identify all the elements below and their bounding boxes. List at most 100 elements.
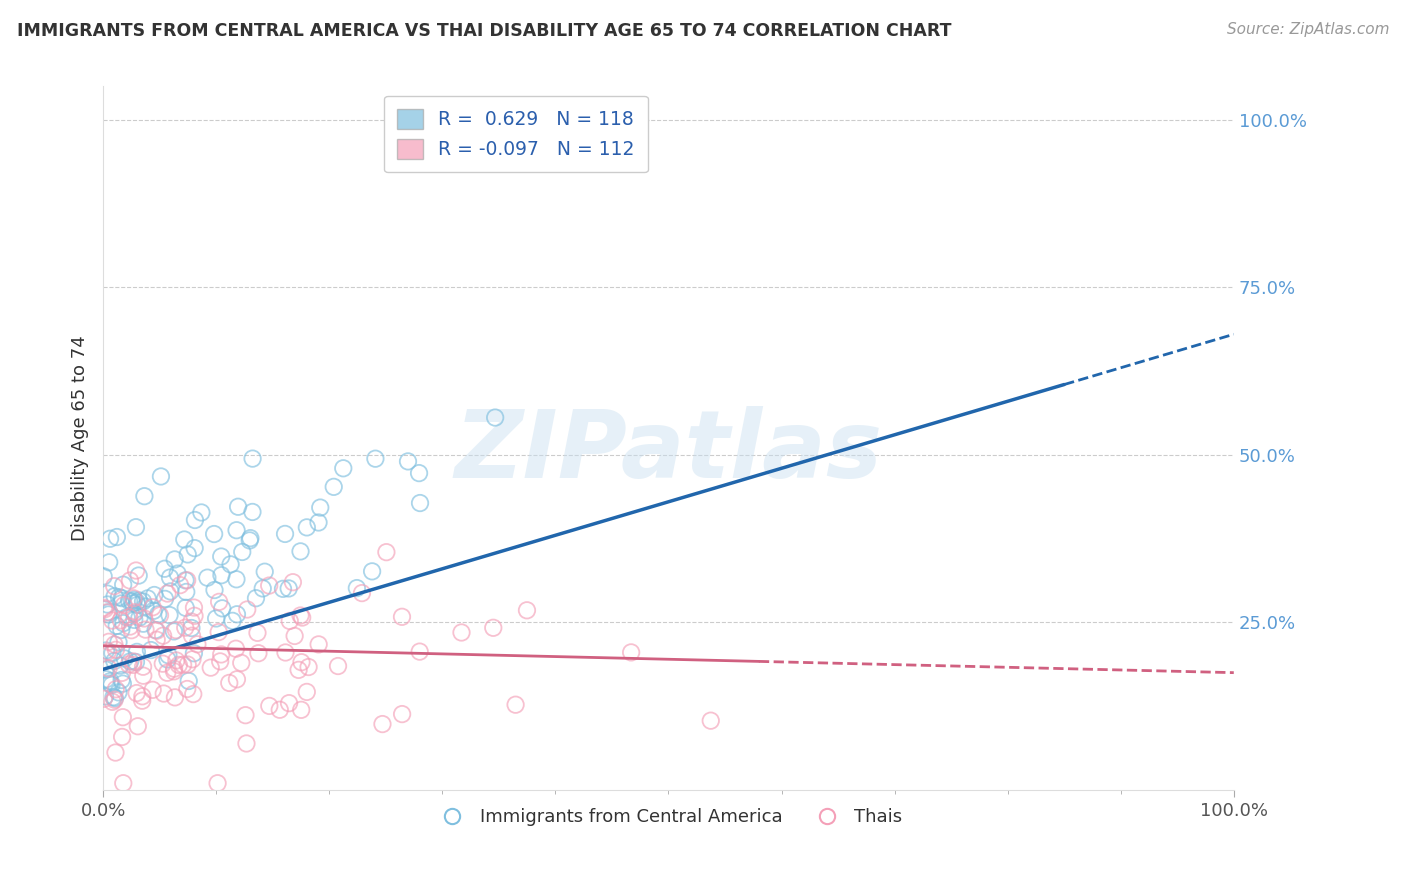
Point [110, 596, 132, 610]
Point [110, 673, 132, 687]
Point [271, 582, 294, 596]
Point [181, 687, 204, 701]
Point [226, 607, 249, 622]
Point [103, 579, 125, 593]
Point [274, 645, 297, 659]
Point [139, 643, 162, 657]
Point [346, 581, 368, 595]
Point [93, 691, 115, 706]
Point [375, 545, 398, 559]
Point [124, 605, 146, 619]
Point [125, 595, 148, 609]
Point [148, 607, 170, 622]
Point [149, 469, 172, 483]
Point [108, 591, 131, 605]
Point [104, 692, 127, 706]
Point [290, 544, 312, 558]
Point [183, 608, 205, 623]
Point [118, 593, 141, 607]
Point [104, 682, 127, 697]
Point [134, 489, 156, 503]
Point [103, 638, 125, 652]
Point [332, 461, 354, 475]
Point [221, 614, 243, 628]
Point [180, 621, 202, 635]
Point [122, 655, 145, 669]
Point [163, 690, 186, 705]
Point [174, 574, 197, 588]
Point [112, 776, 135, 790]
Point [163, 624, 186, 639]
Point [177, 673, 200, 688]
Point [308, 516, 330, 530]
Point [152, 629, 174, 643]
Point [290, 703, 312, 717]
Point [173, 533, 195, 547]
Point [125, 655, 148, 669]
Point [104, 746, 127, 760]
Point [105, 619, 128, 633]
Point [235, 736, 257, 750]
Point [326, 659, 349, 673]
Point [128, 593, 150, 607]
Point [291, 610, 314, 624]
Point [97, 661, 120, 675]
Point [132, 594, 155, 608]
Point [127, 598, 149, 612]
Text: ZIPatlas: ZIPatlas [454, 406, 883, 499]
Point [125, 564, 148, 578]
Point [101, 614, 124, 628]
Point [152, 657, 174, 671]
Point [278, 696, 301, 710]
Point [97, 635, 120, 649]
Point [122, 591, 145, 606]
Point [118, 574, 141, 588]
Point [225, 572, 247, 586]
Point [350, 586, 373, 600]
Point [159, 608, 181, 623]
Point [239, 531, 262, 545]
Point [197, 571, 219, 585]
Point [287, 663, 309, 677]
Point [190, 506, 212, 520]
Point [120, 654, 142, 668]
Point [100, 674, 122, 689]
Point [183, 600, 205, 615]
Point [700, 714, 723, 728]
Point [131, 694, 153, 708]
Point [322, 480, 344, 494]
Point [120, 624, 142, 638]
Point [107, 635, 129, 649]
Point [118, 657, 141, 672]
Point [112, 599, 135, 613]
Point [169, 578, 191, 592]
Point [408, 645, 430, 659]
Point [174, 600, 197, 615]
Point [122, 592, 145, 607]
Point [159, 584, 181, 599]
Point [242, 451, 264, 466]
Point [484, 410, 506, 425]
Point [218, 676, 240, 690]
Point [103, 654, 125, 668]
Point [277, 582, 299, 596]
Point [181, 652, 204, 666]
Point [297, 660, 319, 674]
Point [247, 646, 270, 660]
Point [202, 527, 225, 541]
Point [174, 621, 197, 635]
Point [231, 656, 253, 670]
Point [274, 527, 297, 541]
Point [242, 505, 264, 519]
Point [132, 668, 155, 682]
Point [211, 601, 233, 615]
Point [165, 623, 187, 637]
Point [110, 623, 132, 637]
Point [125, 686, 148, 700]
Point [252, 582, 274, 596]
Point [111, 591, 134, 606]
Point [101, 646, 124, 660]
Point [236, 602, 259, 616]
Point [153, 591, 176, 606]
Point [231, 545, 253, 559]
